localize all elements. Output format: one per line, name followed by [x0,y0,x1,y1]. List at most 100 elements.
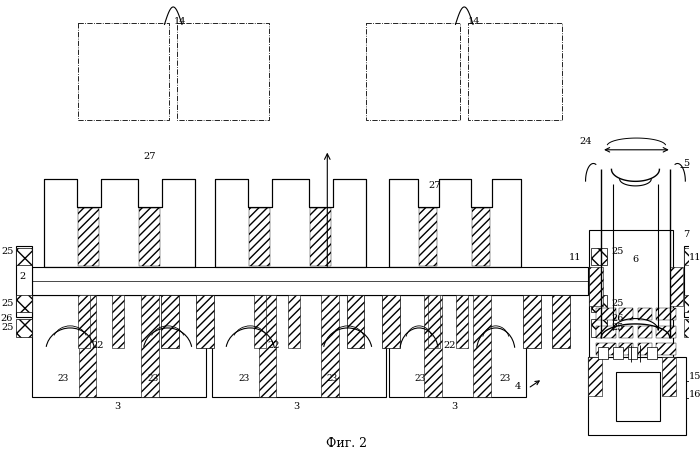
Bar [288,295,300,349]
Text: 22: 22 [443,341,456,350]
Bar [592,319,607,337]
Bar [628,348,638,359]
Bar [382,295,400,349]
Text: 14: 14 [174,17,187,26]
Bar [419,208,438,266]
Bar [254,295,266,349]
Bar [428,295,440,349]
Text: 7: 7 [683,230,689,239]
Polygon shape [389,179,521,267]
Bar [638,343,652,355]
Bar [589,267,603,306]
Bar [596,343,616,355]
Text: 27: 27 [143,152,155,161]
Text: 23: 23 [239,374,250,383]
Bar [112,295,124,349]
Text: 23: 23 [148,374,159,383]
Bar [656,308,676,320]
Bar [596,326,616,337]
Bar [366,23,461,120]
Bar [685,319,698,337]
Text: 25: 25 [611,323,624,332]
Text: 15: 15 [690,372,700,381]
Bar [389,295,526,397]
Bar [598,348,608,359]
Text: 4: 4 [514,382,521,391]
Text: 14: 14 [468,17,480,26]
Bar [592,246,607,317]
Bar [249,208,270,266]
Bar [662,357,676,396]
Bar [16,319,32,337]
Bar [468,23,562,120]
Polygon shape [215,179,366,267]
Text: 16: 16 [690,390,700,399]
Text: 25: 25 [2,247,14,256]
Bar [592,295,607,312]
Bar [473,295,491,397]
Bar [424,295,442,397]
Bar [589,230,673,396]
Bar [139,208,160,266]
Bar [32,267,589,295]
Bar [456,295,468,349]
Text: 3: 3 [293,402,299,411]
Text: 2: 2 [20,272,26,282]
Text: 25: 25 [2,299,14,308]
Text: 26: 26 [0,313,13,323]
Bar [656,326,676,337]
Bar [523,295,540,349]
Bar [589,357,602,396]
Text: 25: 25 [2,323,14,332]
Text: 27: 27 [428,182,441,190]
Bar [596,308,616,320]
Bar [619,343,633,355]
Bar [212,295,386,397]
Bar [685,295,698,312]
Bar [670,267,683,306]
Bar [619,326,633,337]
Bar [589,357,686,436]
Bar [16,248,32,265]
Text: 11: 11 [690,253,700,262]
Bar [78,295,90,349]
Text: 25: 25 [611,299,624,308]
Bar [78,208,99,266]
Bar [638,326,652,337]
Text: 22: 22 [267,341,280,350]
Bar [196,295,214,349]
Bar [347,295,365,349]
Text: 23: 23 [414,374,426,383]
Bar [177,23,269,120]
Bar [619,308,633,320]
Bar [161,295,178,349]
Bar [16,246,32,317]
Bar [685,246,698,317]
Text: 6: 6 [632,255,638,264]
Text: 11: 11 [569,253,582,262]
Bar [656,343,676,355]
Bar [16,295,32,312]
Bar [648,348,657,359]
Bar [685,248,698,265]
Text: 23: 23 [57,374,69,383]
Bar [141,295,159,397]
Text: 23: 23 [327,374,338,383]
Bar [592,248,607,265]
Bar [321,295,339,397]
Bar [616,372,660,421]
Text: 22: 22 [91,341,104,350]
Bar [259,295,276,397]
Text: Фиг. 2: Фиг. 2 [326,437,368,450]
Polygon shape [43,179,195,267]
Text: 25: 25 [611,247,624,256]
Text: 23: 23 [500,374,511,383]
Text: 26: 26 [611,313,624,323]
Bar [552,295,570,349]
Bar [32,295,206,397]
Bar [310,208,331,266]
Bar [613,348,623,359]
Bar [78,23,169,120]
Text: 5: 5 [683,159,689,168]
Bar [638,308,652,320]
